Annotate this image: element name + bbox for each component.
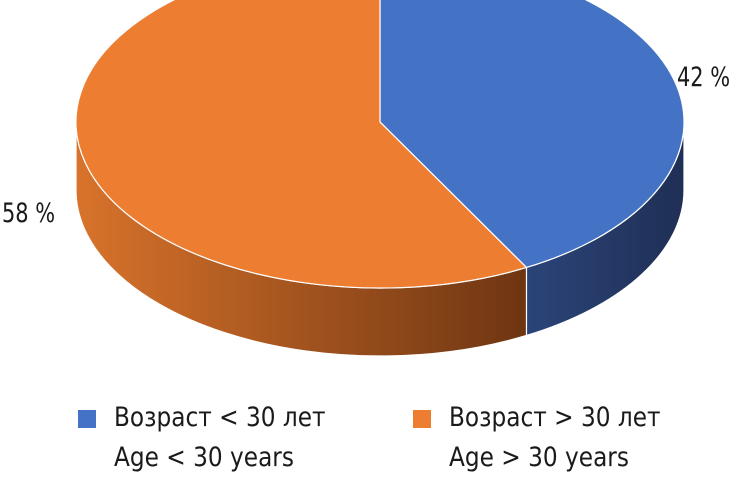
legend-label-en-under-30: Age < 30 years [114, 442, 294, 473]
legend: Возраст < 30 лет Age < 30 years Возраст … [78, 398, 738, 478]
legend-label-ru-over-30: Возраст > 30 лет [449, 402, 661, 433]
legend-label-over-30: Возраст > 30 лет Age > 30 years [449, 398, 661, 478]
slice-top-under-30 [379, 0, 685, 269]
legend-label-under-30: Возраст < 30 лет Age < 30 years [114, 398, 326, 478]
legend-swatch-under-30 [78, 410, 96, 428]
legend-label-ru-under-30: Возраст < 30 лет [114, 402, 326, 433]
slice-label-under-30: 42 % [677, 62, 731, 93]
slice-top-over-30 [75, 0, 528, 289]
legend-label-en-over-30: Age > 30 years [449, 442, 629, 473]
slice-label-over-30: 58 % [2, 198, 56, 229]
legend-swatch-over-30 [413, 410, 431, 428]
pie-chart-svg [75, 0, 685, 357]
